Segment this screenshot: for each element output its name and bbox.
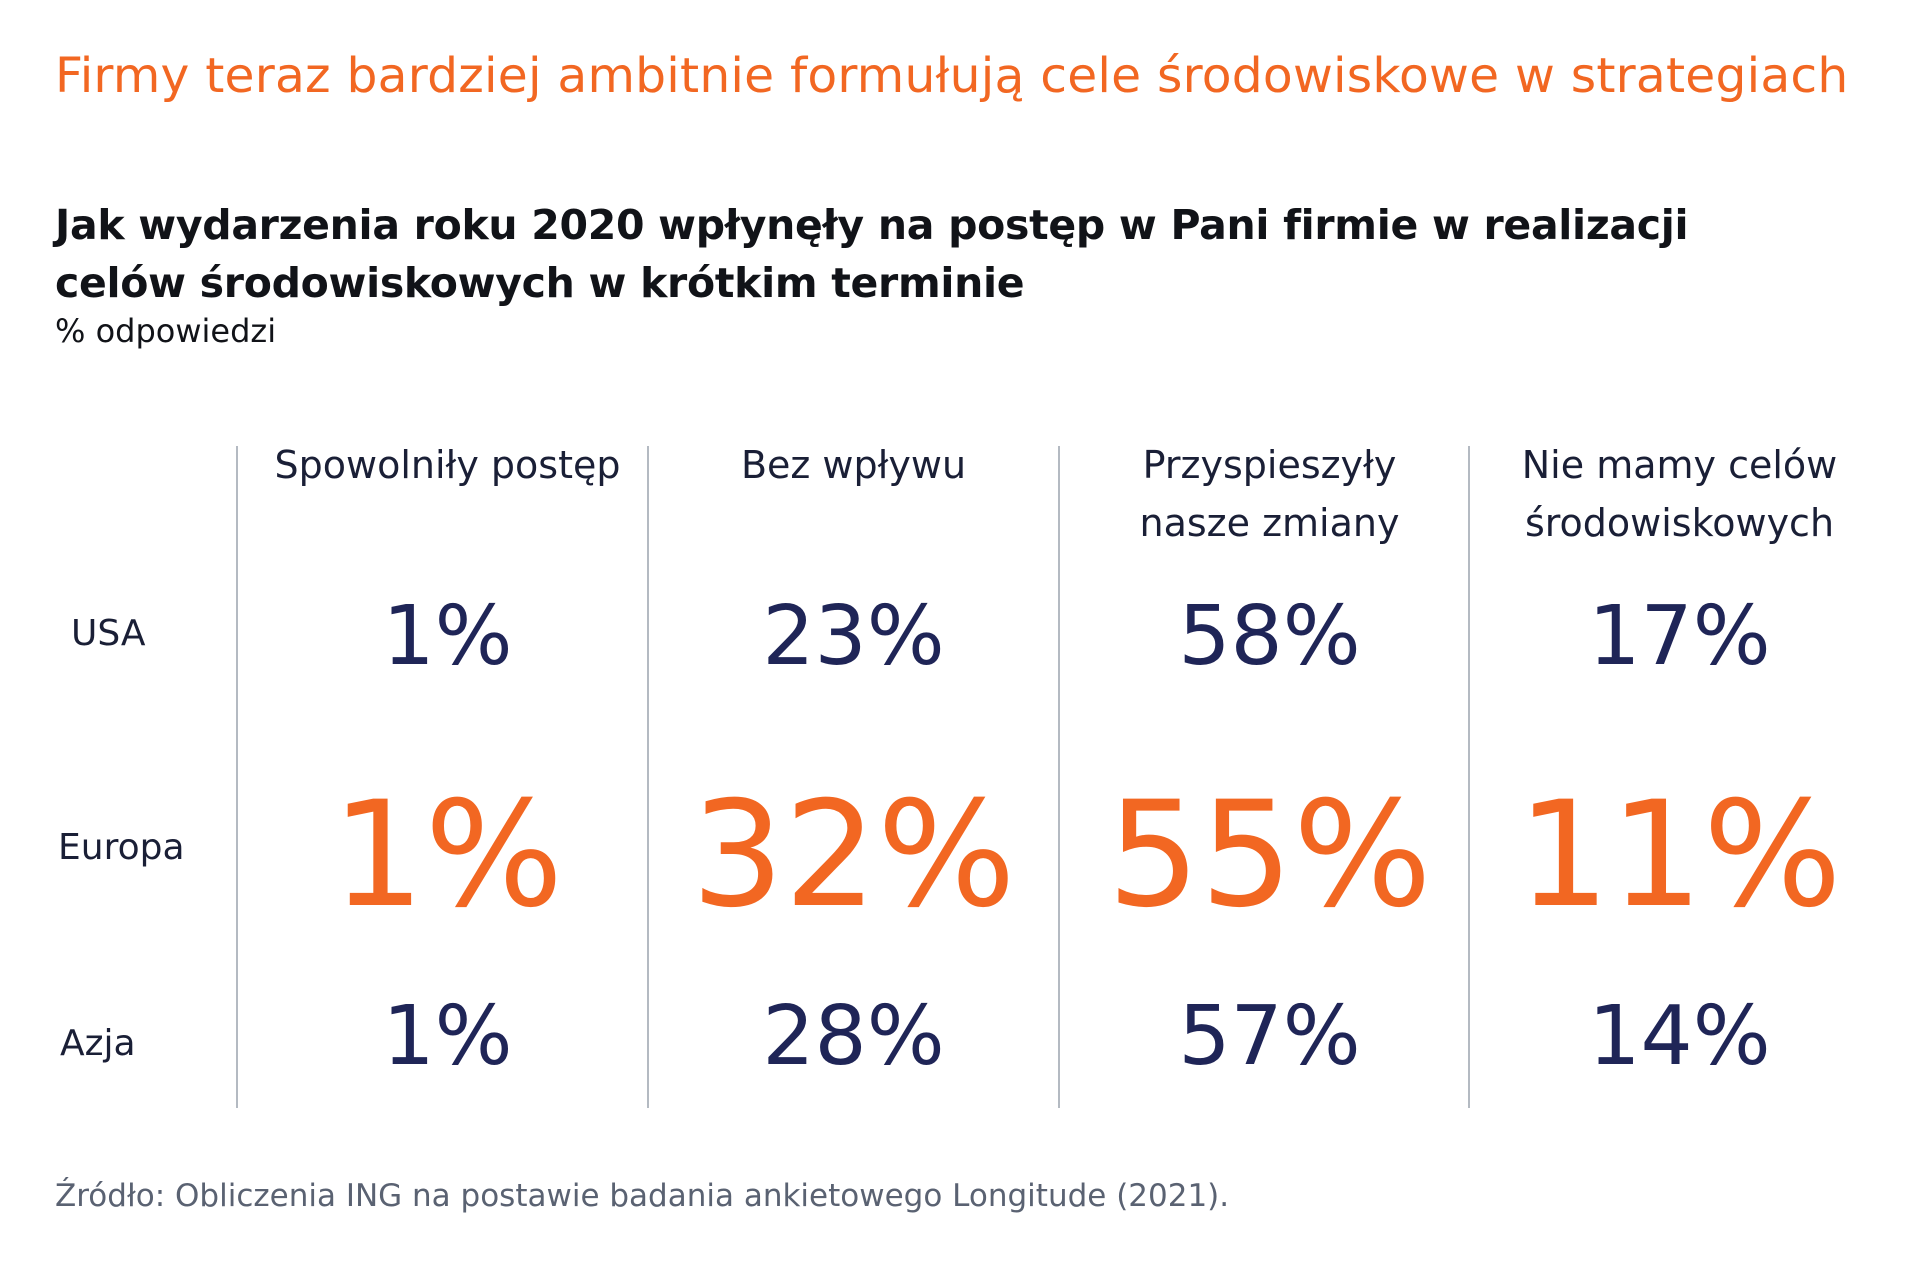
row-label-usa: USA — [71, 613, 146, 654]
row-label-azja: Azja — [60, 1023, 136, 1064]
value-europa-no-goals: 11% — [1517, 770, 1842, 940]
source-note: Źródło: Obliczenia ING na postawie badan… — [55, 1178, 1230, 1214]
column-header-line: Przyspieszyły — [1142, 443, 1397, 487]
column-divider — [1468, 446, 1470, 1108]
column-header-line: Nie mamy celów — [1521, 443, 1838, 487]
value-azja-no-impact: 28% — [762, 989, 945, 1084]
value-azja-slowed: 1% — [382, 989, 513, 1084]
column-header-no-goals: Nie mamy celów środowiskowych — [1474, 436, 1885, 552]
column-header-line: środowiskowych — [1524, 501, 1835, 545]
column-header-line: Bez wpływu — [740, 443, 967, 487]
value-usa-no-goals: 17% — [1588, 589, 1771, 684]
column-header-line: Spowolniły postęp — [274, 443, 621, 487]
chart-question: Jak wydarzenia roku 2020 wpłynęły na pos… — [55, 196, 1689, 312]
value-europa-no-impact: 32% — [691, 770, 1016, 940]
value-usa-accelerated: 58% — [1178, 589, 1361, 684]
column-divider — [647, 446, 649, 1108]
value-europa-slowed: 1% — [331, 770, 564, 940]
column-header-slowed: Spowolniły postęp — [242, 436, 653, 494]
column-header-accelerated: Przyspieszyły nasze zmiany — [1064, 436, 1475, 552]
row-label-europa: Europa — [58, 827, 185, 868]
value-azja-no-goals: 14% — [1588, 989, 1771, 1084]
column-divider — [1058, 446, 1060, 1108]
value-usa-slowed: 1% — [382, 589, 513, 684]
question-line-2: celów środowiskowych w krótkim terminie — [55, 259, 1025, 307]
value-azja-accelerated: 57% — [1178, 989, 1361, 1084]
value-usa-no-impact: 23% — [762, 589, 945, 684]
value-europa-accelerated: 55% — [1107, 770, 1432, 940]
column-header-line: nasze zmiany — [1139, 501, 1400, 545]
column-divider — [236, 446, 238, 1108]
question-line-1: Jak wydarzenia roku 2020 wpłynęły na pos… — [55, 201, 1689, 249]
chart-title: Firmy teraz bardziej ambitnie formułują … — [55, 48, 1849, 104]
column-header-no-impact: Bez wpływu — [648, 436, 1059, 494]
unit-label: % odpowiedzi — [55, 312, 277, 350]
